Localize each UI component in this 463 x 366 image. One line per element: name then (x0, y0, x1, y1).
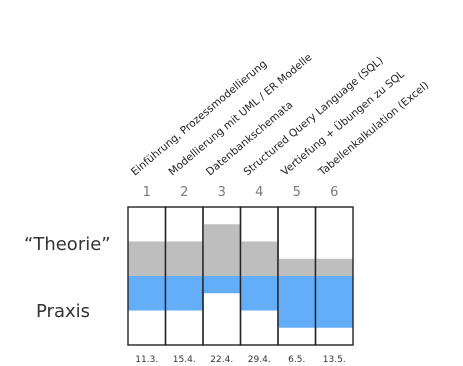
session-number-5: 5 (293, 185, 301, 200)
session-date-5: 6.5. (288, 355, 305, 365)
session-date-6: 13.5. (323, 355, 346, 365)
session-topic-4: Structured Query Language (SQL) (241, 55, 385, 179)
session-date-2: 15.4. (173, 355, 196, 365)
session-number-1: 1 (143, 185, 151, 200)
session-date-4: 29.4. (248, 355, 271, 365)
session-number-4: 4 (255, 185, 263, 200)
theory-bar-6 (315, 258, 353, 276)
theory-bar-1 (128, 241, 166, 276)
theory-bar-3 (203, 224, 241, 276)
session-topic-1: Einführung, Prozessmodellierung (129, 58, 269, 178)
praxis-bar-3 (203, 276, 241, 294)
praxis-bar-6 (315, 276, 353, 328)
theory-bar-4 (240, 241, 278, 276)
praxis-bar-5 (278, 276, 316, 328)
theory-row-label: “Theorie” (24, 234, 111, 255)
session-number-3: 3 (218, 185, 226, 200)
praxis-row-label: Praxis (36, 301, 90, 322)
session-date-1: 11.3. (135, 355, 158, 365)
session-number-6: 6 (330, 185, 338, 200)
praxis-bar-1 (128, 276, 166, 311)
session-number-2: 2 (180, 185, 188, 200)
session-cell-6 (314, 206, 354, 346)
theory-bar-2 (165, 241, 203, 276)
praxis-bar-4 (240, 276, 278, 311)
theory-bar-5 (278, 258, 316, 276)
praxis-bar-2 (165, 276, 203, 311)
session-date-3: 22.4. (210, 355, 233, 365)
